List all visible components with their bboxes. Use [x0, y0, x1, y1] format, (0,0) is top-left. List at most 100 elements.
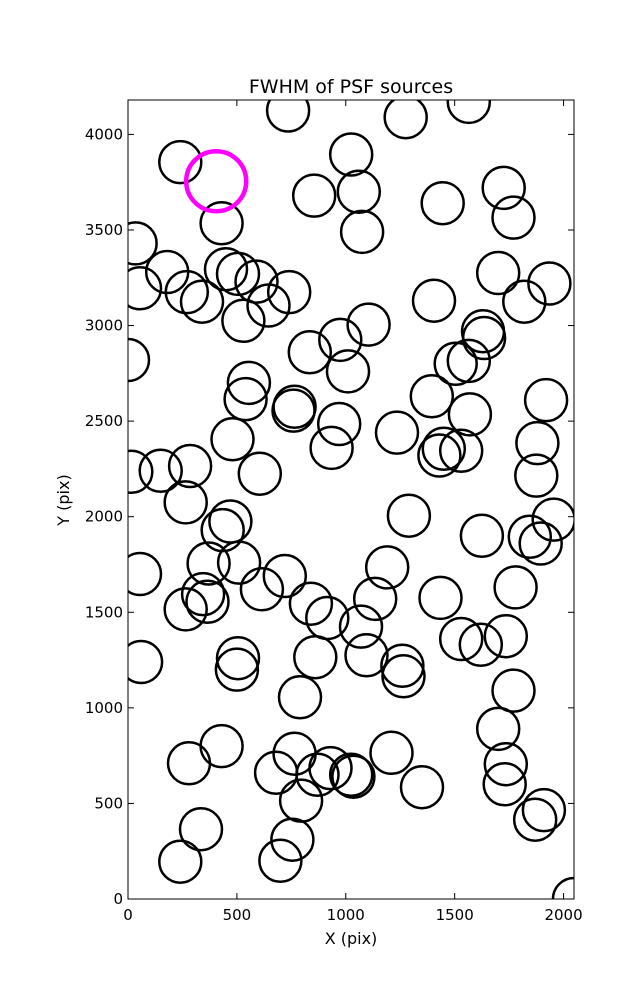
psf-source-point — [221, 298, 266, 344]
psf-source-point — [433, 341, 478, 387]
psf-source-point — [482, 762, 527, 807]
psf-source-point — [523, 377, 569, 423]
psf-source-point — [458, 622, 504, 668]
psf-source-point — [438, 428, 484, 474]
psf-source-point — [369, 730, 414, 776]
psf-source-point — [409, 374, 455, 419]
psf-source-point — [512, 797, 558, 842]
psf-source-point — [483, 741, 529, 787]
psf-source-point — [531, 497, 574, 542]
psf-source-point — [331, 754, 376, 799]
psf-source-point — [262, 553, 308, 599]
y-tick-label: 2000 — [85, 508, 123, 526]
psf-source-point — [288, 581, 334, 626]
psf-source-point — [318, 317, 363, 363]
psf-source-point — [491, 195, 536, 240]
psf-source-point — [346, 302, 391, 347]
psf-source-point — [381, 654, 426, 699]
psf-source-point — [308, 745, 353, 791]
psf-source-point — [459, 513, 505, 559]
psf-source-point — [502, 279, 547, 324]
psf-source-point — [128, 266, 163, 311]
psf-source-point — [380, 643, 425, 689]
psf-source-point — [180, 571, 226, 617]
points-layer — [128, 100, 574, 899]
psf-source-point — [246, 283, 291, 328]
psf-source-point — [163, 587, 208, 632]
psf-source-point — [128, 337, 151, 383]
psf-source-point — [493, 565, 538, 610]
psf-source-point — [272, 384, 317, 430]
plot-frame — [127, 99, 575, 900]
psf-source-point — [253, 750, 299, 796]
x-tick-label: 0 — [123, 906, 133, 924]
psf-source-point — [475, 250, 521, 296]
psf-source-point — [447, 392, 493, 437]
axis-ticks: 0 500 1000 1500 2000 0 500 1000 1500 2000 2500 3000… — [85, 100, 583, 924]
psf-source-point — [446, 338, 492, 384]
y-tick-label: 4000 — [85, 125, 123, 143]
psf-source-point — [461, 315, 507, 361]
psf-source-point — [352, 576, 398, 622]
psf-source-point — [128, 449, 154, 495]
psf-source-point — [186, 541, 231, 586]
psf-source-point — [399, 764, 445, 810]
psf-source-point — [215, 635, 261, 681]
psf-source-point — [239, 567, 285, 612]
psf-source-point — [287, 330, 333, 375]
x-axis-label: X (pix) — [325, 929, 378, 948]
y-axis-label: Y (pix) — [54, 474, 73, 526]
psf-source-point — [200, 507, 245, 553]
psf-source-point — [164, 269, 210, 315]
y-tick-label: 1000 — [85, 699, 123, 717]
psf-source-point — [383, 100, 428, 140]
psf-source-point — [420, 180, 465, 226]
x-tick-label: 1000 — [327, 906, 365, 924]
psf-source-point — [128, 221, 158, 266]
psf-source-point — [338, 604, 384, 649]
psf-source-point — [265, 100, 311, 133]
y-tick-label: 3000 — [85, 317, 123, 335]
psf-source-point — [158, 839, 203, 884]
psf-source-point — [325, 349, 371, 394]
psf-source-point — [336, 169, 382, 215]
psf-source-point — [438, 616, 484, 662]
psf-source-point — [226, 360, 272, 406]
y-tick-label: 2500 — [85, 412, 123, 430]
y-tick-label: 500 — [94, 794, 123, 812]
psf-source-point — [270, 817, 315, 862]
psf-source-point — [515, 420, 560, 466]
psf-source-point — [475, 706, 521, 752]
psf-source-point — [214, 647, 260, 692]
psf-source-point — [417, 433, 462, 478]
psf-source-point — [138, 448, 183, 494]
psf-source-point — [339, 209, 385, 255]
y-tick-label: 3500 — [85, 221, 123, 239]
psf-source-point — [374, 410, 420, 455]
psf-source-point — [208, 499, 253, 544]
psf-source-point — [491, 668, 536, 713]
psf-source-point — [521, 787, 567, 833]
psf-source-point — [163, 480, 208, 525]
psf-source-point — [446, 100, 492, 125]
psf-source-point — [293, 634, 338, 680]
psf-source-point — [128, 551, 163, 597]
psf-source-point — [166, 741, 212, 786]
psf-source-point — [178, 806, 224, 852]
highlight-layer — [183, 148, 249, 214]
highlighted-source-point — [183, 148, 249, 214]
psf-source-point — [167, 443, 213, 489]
psf-source-point — [507, 514, 553, 560]
psf-source-point — [215, 251, 261, 297]
psf-source-point — [483, 613, 529, 659]
y-tick-label: 0 — [113, 890, 123, 908]
psf-source-point — [234, 259, 279, 304]
psf-source-point — [411, 278, 457, 323]
psf-source-point — [158, 139, 203, 185]
psf-source-point — [344, 633, 389, 678]
psf-source-point — [216, 540, 262, 585]
psf-source-point — [128, 639, 164, 685]
y-tick-label: 1500 — [85, 603, 123, 621]
psf-source-point — [237, 451, 283, 496]
